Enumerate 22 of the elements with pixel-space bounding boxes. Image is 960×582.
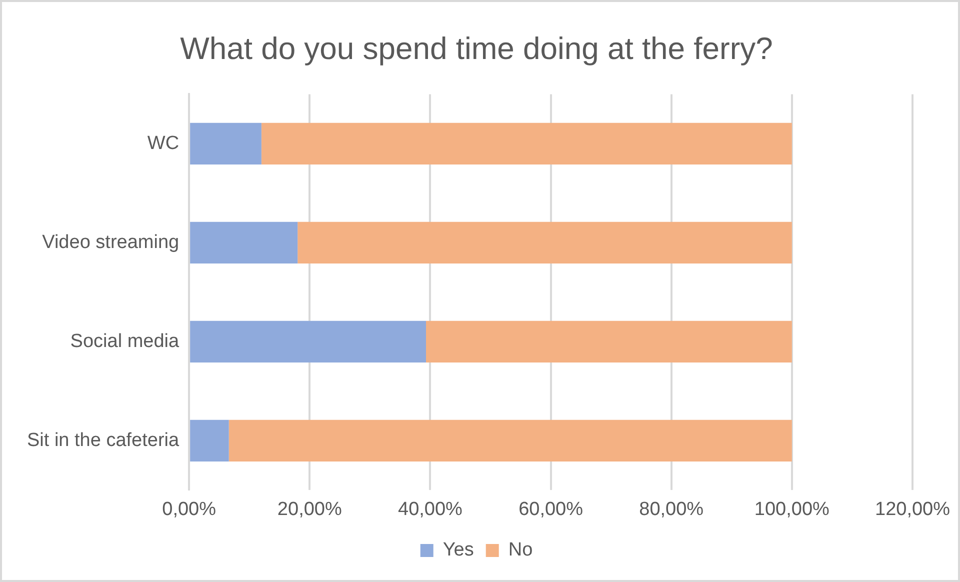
chart-title: What do you spend time doing at the ferry? <box>180 31 773 66</box>
bar <box>190 122 262 164</box>
bar <box>228 420 792 462</box>
y-tick-label: WC <box>147 132 180 154</box>
x-tick-label: 0,00% <box>162 498 216 520</box>
y-tick-label: Social media <box>70 330 180 352</box>
legend-label: No <box>508 540 533 561</box>
x-tick-label: 20,00% <box>277 498 342 520</box>
y-tick-label: Sit in the cafeteria <box>26 430 180 451</box>
bar <box>261 122 792 164</box>
bar <box>190 420 229 462</box>
x-tick-label: 60,00% <box>518 498 584 520</box>
bar <box>298 222 792 264</box>
legend-label: Yes <box>442 540 474 561</box>
bar <box>190 222 298 264</box>
x-tick-label: 120,00% <box>874 498 950 520</box>
x-tick-label: 100,00% <box>754 498 830 520</box>
x-tick-label: 40,00% <box>398 498 463 520</box>
y-tick-label: Video streaming <box>42 232 180 253</box>
bar <box>190 320 426 362</box>
x-tick-label: 80,00% <box>639 498 704 520</box>
bar <box>426 320 792 362</box>
